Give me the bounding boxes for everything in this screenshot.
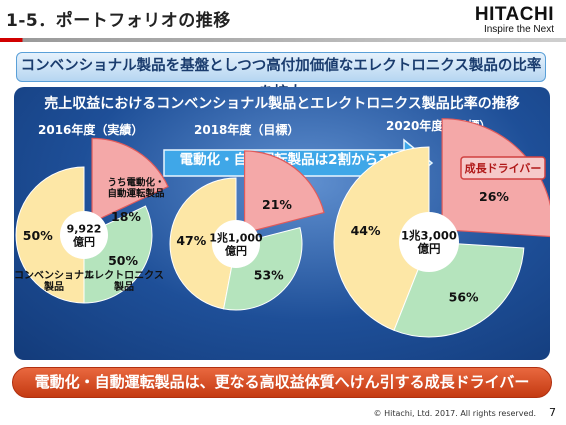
arrow-label: 電動化・自動運転製品は2割から3割へ — [180, 151, 415, 168]
page-number: 7 — [549, 406, 556, 419]
slice-conventional — [169, 177, 237, 310]
slice-conventional — [333, 146, 430, 331]
pie-charts: 電動化・自動運転製品は2割から3割へ 9,922 億円 50% 50% 1兆1,000 億円… — [14, 118, 550, 338]
pct-ev-autonomous: 26% — [479, 189, 509, 204]
page-title: 1-5．ポートフォリオの推移 — [6, 11, 231, 31]
conclusion-banner: 電動化・自動運転製品は、更なる高収益体質へけん引する成長ドライバー — [12, 367, 552, 398]
pct-ev-autonomous: 21% — [262, 197, 292, 212]
slice-conventional — [15, 166, 85, 304]
total-sales-label: 9,922 億円 — [67, 223, 102, 249]
pct-electronics: 50% — [108, 253, 138, 268]
pct-conventional: 44% — [351, 223, 381, 238]
pie-center — [60, 211, 108, 259]
ev-segment-label: うち電動化・自動運転製品 — [107, 177, 164, 200]
total-sales-label: 1兆1,000 億円 — [209, 231, 263, 258]
pct-conventional: 50% — [23, 228, 53, 243]
total-sales-label: 1兆3,000 億円 — [401, 228, 457, 255]
conventional-label: コンベンショナル製品 — [14, 269, 94, 293]
pct-electronics: 56% — [449, 290, 479, 305]
pct-electronics: 53% — [254, 268, 284, 283]
logo-brand: HITACHI — [474, 4, 554, 25]
hitachi-logo: HITACHI Inspire the Next — [475, 4, 554, 35]
copyright: © Hitachi, Ltd. 2017. All rights reserve… — [373, 409, 536, 418]
panel-title: 売上収益におけるコンベンショナル製品とエレクトロニクス製品比率の推移 — [44, 96, 520, 112]
chart-panel: 売上収益におけるコンベンショナル製品とエレクトロニクス製品比率の推移 2016年… — [14, 87, 550, 360]
headline-box: コンベンショナル製品を基盤としつつ高付加価値なエレクトロニクス製品の比率を拡大 — [16, 52, 546, 101]
pie-center — [399, 212, 459, 272]
year-label-2018: 2018年度（目標） — [194, 123, 300, 137]
year-label-2016: 2016年度（実績） — [38, 123, 144, 137]
electronics-label: エレクトロニクス製品 — [84, 269, 164, 293]
slice-ev-autonomous — [91, 137, 169, 224]
growth-driver-label: 成長ドライバー — [465, 161, 542, 175]
growth-driver-tag — [460, 156, 546, 180]
pct-ev-autonomous: 18% — [111, 209, 141, 224]
logo-tagline: Inspire the Next — [483, 24, 554, 35]
title-divider — [0, 38, 566, 42]
pct-conventional: 47% — [176, 233, 206, 248]
pie-center — [212, 220, 260, 268]
slice-ev-autonomous — [243, 150, 325, 234]
